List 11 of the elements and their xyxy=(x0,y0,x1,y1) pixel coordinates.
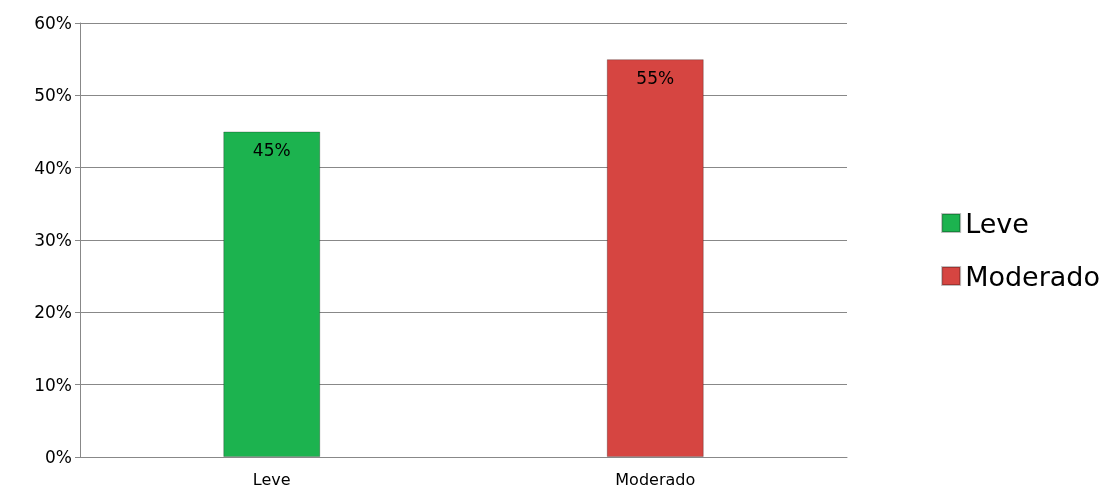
legend-label: Moderado xyxy=(965,260,1101,292)
y-tick-label: 10% xyxy=(34,374,72,395)
y-tick-label: 60% xyxy=(34,13,72,33)
y-tick-label: 30% xyxy=(34,230,72,250)
data-label: 55% xyxy=(636,67,675,88)
legend-label: Leve xyxy=(965,207,1029,239)
y-tick-label: 40% xyxy=(34,157,72,178)
data-label: 45% xyxy=(252,140,291,160)
y-tick-label: 50% xyxy=(34,85,72,106)
y-tick-label: 20% xyxy=(34,302,72,323)
y-tick-label: 0% xyxy=(45,447,72,467)
